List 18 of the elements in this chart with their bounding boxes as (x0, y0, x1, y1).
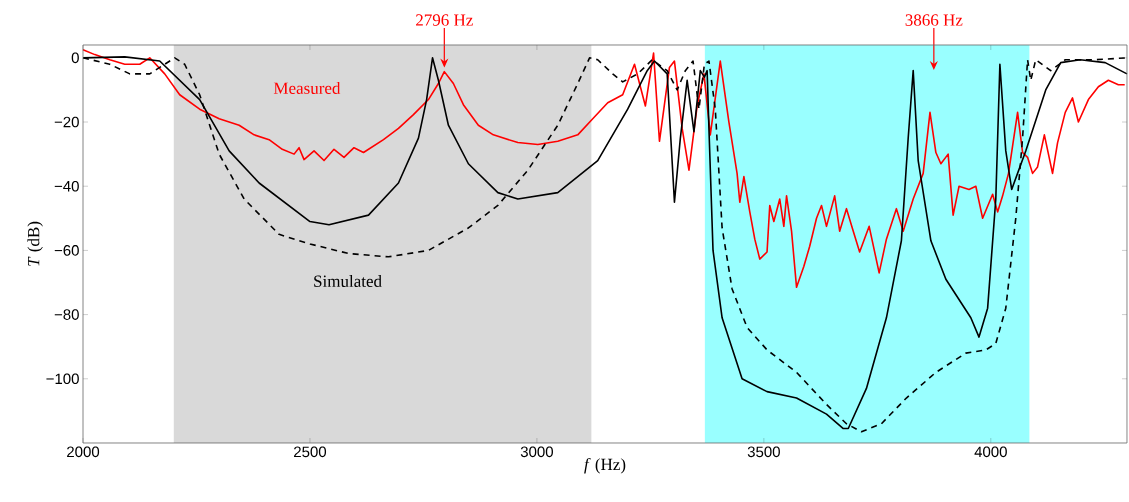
text: Simulated (314, 275, 382, 287)
text: 3866 Hz (905, 14, 963, 26)
y-axis-title: T (dB) (27, 221, 43, 266)
y-tick-label: 0 (71, 52, 79, 64)
y-tick-label: −20 (54, 116, 79, 128)
y-tick-label: −60 (54, 245, 79, 256)
x-tick-label: 3000 (520, 446, 553, 458)
y-tick-label: −80 (54, 309, 79, 320)
text: Measured (273, 81, 341, 94)
x-tick-label: 3500 (747, 446, 780, 458)
y-tick-label: −100 (46, 373, 79, 385)
x-tick-label: 4000 (974, 446, 1007, 458)
annotation: 2796 Hz (416, 14, 473, 26)
line-series (82, 49, 1126, 289)
x-tick-label: 2000 (67, 446, 100, 458)
x-axis-title: f (Hz) (584, 458, 626, 474)
x-tick-label: 2500 (294, 446, 327, 458)
y-tick-label: −40 (54, 180, 79, 192)
